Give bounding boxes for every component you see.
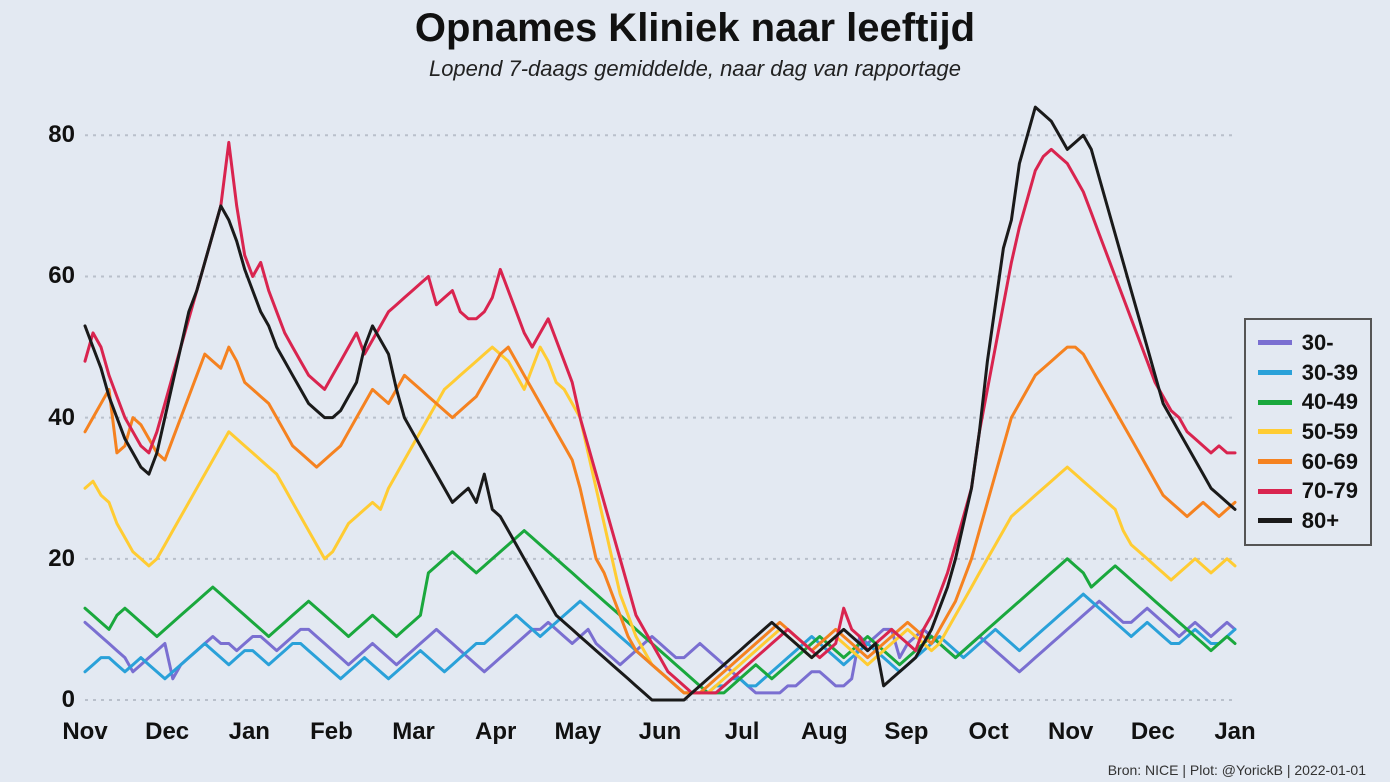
legend-item: 50-59 (1258, 417, 1358, 447)
y-tick-label: 20 (25, 545, 75, 573)
legend-item: 80+ (1258, 506, 1358, 536)
x-tick-label: Feb (301, 718, 361, 746)
x-tick-label: Dec (1123, 718, 1183, 746)
chart-footer: Bron: NICE | Plot: @YorickB | 2022-01-01 (1108, 762, 1366, 778)
legend-label: 50-59 (1302, 417, 1358, 447)
legend-swatch (1258, 340, 1292, 345)
legend-label: 30- (1302, 328, 1334, 358)
x-tick-label: Jan (219, 718, 279, 746)
chart-svg (0, 0, 1390, 782)
legend-swatch (1258, 400, 1292, 405)
x-tick-label: Nov (1041, 718, 1101, 746)
legend-label: 60-69 (1302, 447, 1358, 477)
y-tick-label: 0 (25, 686, 75, 714)
legend-swatch (1258, 370, 1292, 375)
y-tick-label: 40 (25, 404, 75, 432)
y-tick-label: 80 (25, 121, 75, 149)
y-tick-label: 60 (25, 262, 75, 290)
legend-swatch (1258, 429, 1292, 434)
legend-item: 30- (1258, 328, 1358, 358)
legend-swatch (1258, 459, 1292, 464)
chart-container: Opnames Kliniek naar leeftijd Lopend 7-d… (0, 0, 1390, 782)
legend: 30-30-3940-4950-5960-6970-7980+ (1244, 318, 1372, 546)
legend-item: 60-69 (1258, 447, 1358, 477)
x-tick-label: Dec (137, 718, 197, 746)
x-tick-label: Apr (466, 718, 526, 746)
legend-label: 70-79 (1302, 476, 1358, 506)
x-tick-label: May (548, 718, 608, 746)
x-tick-label: Sep (876, 718, 936, 746)
legend-label: 40-49 (1302, 387, 1358, 417)
legend-label: 80+ (1302, 506, 1339, 536)
legend-swatch (1258, 518, 1292, 523)
legend-item: 70-79 (1258, 476, 1358, 506)
x-tick-label: Aug (794, 718, 854, 746)
x-tick-label: Oct (959, 718, 1019, 746)
legend-item: 40-49 (1258, 387, 1358, 417)
legend-label: 30-39 (1302, 358, 1358, 388)
x-tick-label: Jan (1205, 718, 1265, 746)
x-tick-label: Nov (55, 718, 115, 746)
legend-item: 30-39 (1258, 358, 1358, 388)
x-tick-label: Jul (712, 718, 772, 746)
x-tick-label: Mar (384, 718, 444, 746)
legend-swatch (1258, 489, 1292, 494)
x-tick-label: Jun (630, 718, 690, 746)
